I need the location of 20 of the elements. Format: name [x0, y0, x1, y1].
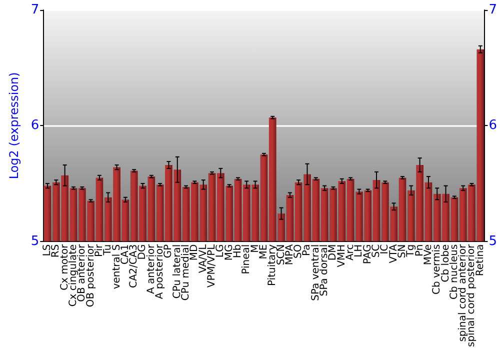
x-tick-label: Hb [232, 244, 244, 258]
x-tick-label: Retina [474, 244, 486, 276]
x-tick-label: ME [258, 244, 270, 260]
x-tick-label: GP [163, 244, 174, 258]
x-tick-label: DG [137, 244, 148, 260]
y-axis-title: Log2 (expression) [7, 72, 21, 180]
x-tick-label: Pituitary [267, 244, 278, 286]
y-tick-label: 7 [30, 2, 40, 18]
y2-tick-label: 5 [488, 234, 498, 249]
y-tick-label: 5 [30, 234, 40, 249]
x-tick-label: RS [50, 244, 62, 258]
x-tick-label: OB posterior [85, 243, 96, 308]
y2-tick-label: 7 [488, 2, 498, 18]
x-tick-label: Tg [406, 244, 417, 258]
x-tick-label: Cb lobe [440, 244, 452, 282]
x-tick-label: Pa [302, 244, 313, 256]
y-tick-label: 6 [30, 118, 40, 134]
x-tick-label: A posterior [154, 243, 166, 300]
x-tick-label: MVe [422, 244, 434, 266]
y2-tick-label: 6 [488, 118, 498, 134]
